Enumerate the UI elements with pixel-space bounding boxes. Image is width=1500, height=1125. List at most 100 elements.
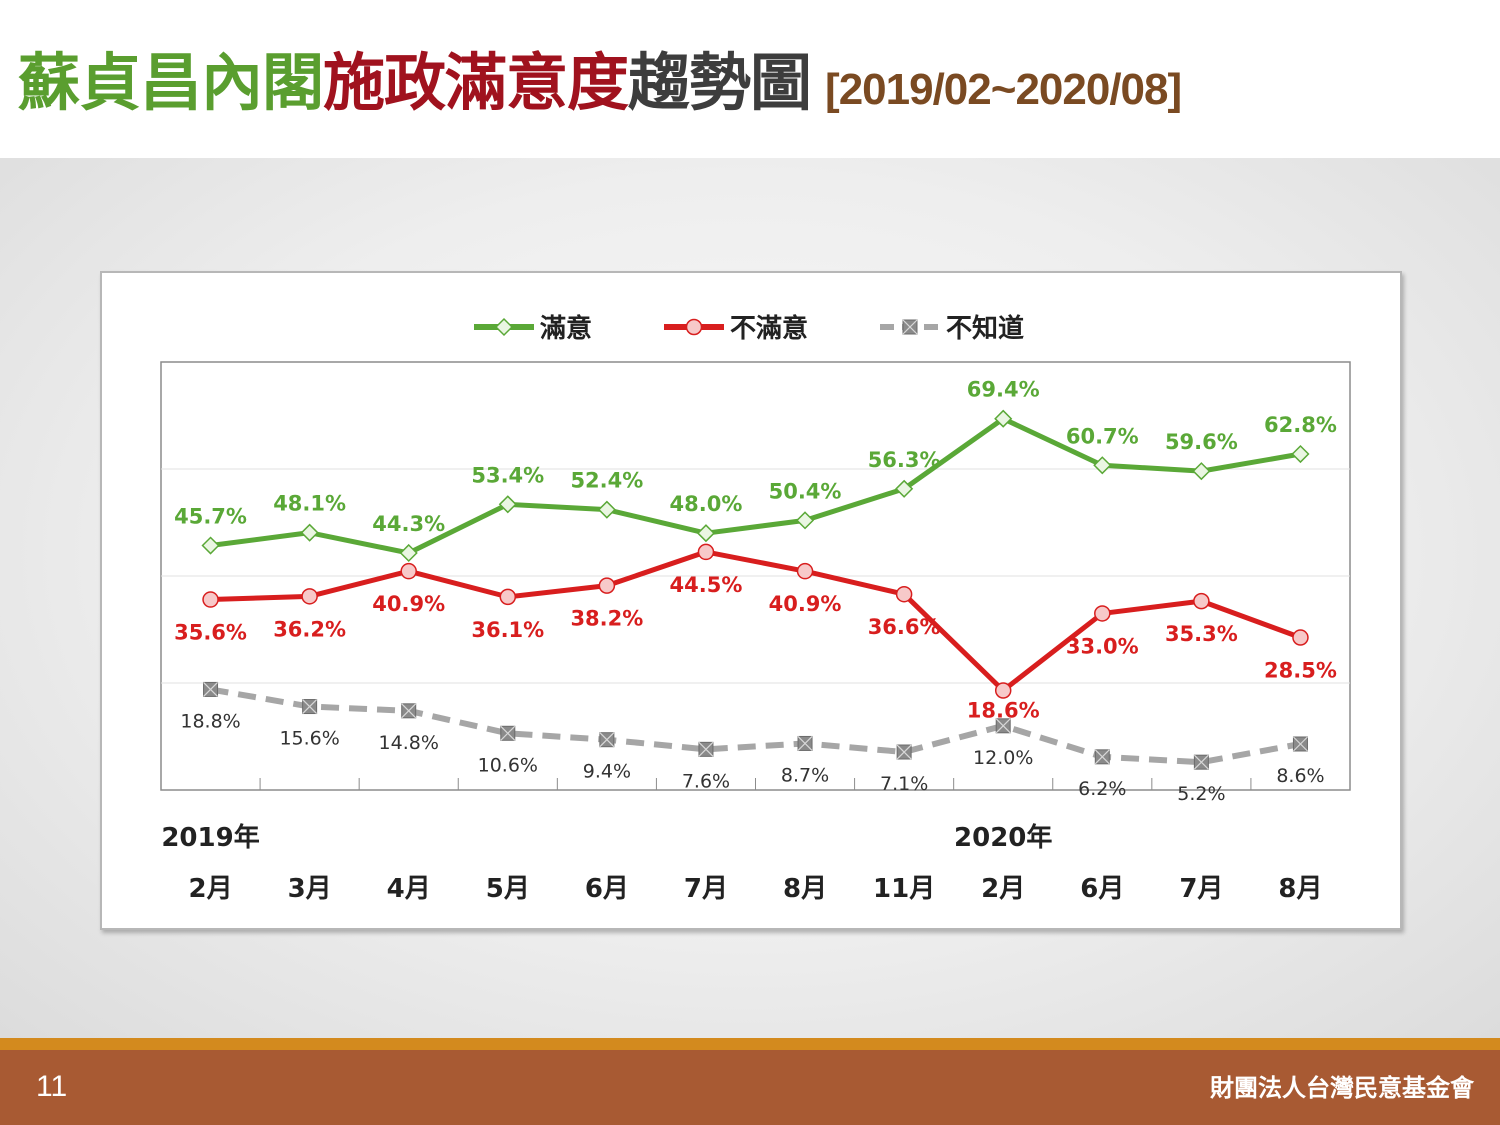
x-tick-label: 7月 (1179, 874, 1223, 904)
line-chart: 滿意 不滿意 不知道 45.7% 48.1% 44.3% 53.4% 52.4% 48.0% 50… (160, 313, 1351, 904)
x-tick-label: 5月 (486, 874, 530, 904)
point-unknown-x2 (401, 703, 417, 719)
title-date-range: [2019/02~2020/08] (825, 65, 1182, 114)
data-label-unknown: 12.0% (973, 747, 1033, 769)
legend-label-dissatisfied: 不滿意 (730, 313, 808, 344)
point-unknown-x2 (896, 744, 912, 760)
point-satisfied (300, 523, 319, 542)
data-label-unknown: 8.7% (781, 764, 829, 786)
legend-marker-unknown-x2 (902, 319, 918, 335)
year-label: 2019年 (161, 822, 259, 853)
legend-label-unknown: 不知道 (946, 313, 1024, 344)
data-label-unknown: 14.8% (379, 732, 439, 754)
point-dissatisfied (994, 682, 1012, 699)
x-tick-label: 11月 (873, 874, 935, 904)
x-tick-label: 4月 (387, 874, 431, 904)
page-title: 蘇貞昌內閣施政滿意度趨勢圖 [2019/02~2020/08] (18, 38, 1182, 128)
data-label-dissatisfied: 38.2% (570, 607, 643, 631)
point-unknown-x2 (1094, 749, 1110, 765)
point-dissatisfied (202, 591, 219, 608)
point-satisfied (1192, 462, 1211, 481)
data-label-dissatisfied: 35.3% (1165, 622, 1238, 646)
x-tick-label: 8月 (783, 874, 827, 904)
x-tick-label: 8月 (1278, 874, 1322, 904)
data-label-dissatisfied: 33.0% (1066, 634, 1139, 658)
point-unknown-x2 (500, 725, 516, 741)
chart-frame: 滿意 不滿意 不知道 45.7% 48.1% 44.3% 53.4% 52.4% 48.0% 50… (100, 271, 1402, 930)
point-dissatisfied (796, 562, 814, 580)
data-label-unknown: 18.8% (180, 710, 240, 732)
x-tick-label: 2月 (188, 874, 232, 904)
legend-marker-dissatisfied (685, 318, 703, 336)
point-dissatisfied (1292, 629, 1309, 646)
point-unknown-x2 (1293, 736, 1308, 752)
data-label-dissatisfied: 40.9% (769, 592, 842, 616)
data-label-satisfied: 53.4% (471, 463, 544, 487)
point-satisfied (498, 495, 517, 514)
point-dissatisfied (697, 543, 715, 561)
point-unknown-x2 (797, 736, 813, 751)
data-label-dissatisfied: 36.6% (868, 615, 941, 639)
x-tick-label: 3月 (288, 874, 332, 904)
data-label-dissatisfied: 35.6% (174, 621, 247, 645)
data-label-satisfied: 48.1% (273, 492, 346, 516)
point-dissatisfied (400, 562, 417, 580)
point-dissatisfied (301, 588, 318, 605)
series-line-dissatisfied (210, 549, 1302, 693)
data-label-satisfied: 48.0% (670, 492, 743, 516)
point-satisfied (795, 511, 815, 530)
data-label-satisfied: 59.6% (1165, 430, 1238, 454)
data-label-satisfied: 62.8% (1264, 413, 1337, 437)
legend-label-satisfied: 滿意 (540, 313, 592, 344)
data-label-unknown: 7.6% (682, 770, 730, 792)
point-dissatisfied (1094, 605, 1111, 622)
data-label-unknown: 5.2% (1177, 783, 1225, 805)
point-satisfied (1093, 456, 1112, 475)
point-unknown-x2 (1193, 754, 1209, 770)
point-unknown-x2 (203, 681, 218, 697)
title-part-cabinet: 蘇貞昌內閣 (18, 46, 324, 119)
x-tick-label: 2月 (981, 874, 1025, 904)
data-label-dissatisfied: 18.6% (967, 698, 1040, 722)
point-satisfied (399, 543, 418, 563)
data-label-satisfied: 45.7% (174, 505, 247, 529)
point-satisfied (1291, 444, 1310, 464)
data-label-unknown: 7.1% (880, 773, 928, 795)
point-unknown-x2 (599, 732, 615, 748)
x-tick-label: 6月 (1080, 874, 1124, 904)
footer-accent-line (0, 1038, 1500, 1050)
data-label-satisfied: 44.3% (372, 512, 445, 536)
data-label-dissatisfied: 36.2% (273, 617, 346, 641)
footer-bar: 11 財團法人台灣民意基金會 (0, 1050, 1500, 1125)
x-tick-label: 7月 (684, 874, 728, 904)
point-satisfied (994, 409, 1013, 428)
year-label: 2020年 (954, 822, 1052, 853)
data-label-dissatisfied: 44.5% (670, 573, 743, 597)
point-satisfied (696, 524, 716, 543)
point-unknown-x2 (995, 718, 1011, 734)
series-line-satisfied (210, 416, 1301, 556)
legend-marker-satisfied (494, 317, 514, 337)
data-label-dissatisfied: 40.9% (372, 592, 445, 616)
data-label-unknown: 15.6% (279, 728, 339, 750)
data-label-unknown: 6.2% (1078, 778, 1126, 800)
point-satisfied (201, 536, 220, 555)
series-line-unknown (210, 686, 1302, 766)
point-dissatisfied (499, 588, 517, 606)
point-dissatisfied (1193, 592, 1210, 610)
data-label-satisfied: 52.4% (570, 469, 643, 493)
data-label-unknown: 9.4% (583, 761, 631, 783)
point-satisfied (895, 479, 914, 498)
data-label-satisfied: 56.3% (868, 448, 941, 472)
point-dissatisfied (895, 585, 913, 603)
point-unknown-x2 (302, 699, 318, 714)
data-label-dissatisfied: 36.1% (471, 618, 544, 642)
data-label-unknown: 10.6% (478, 754, 538, 776)
title-part-trend: 趨勢圖 (628, 46, 812, 119)
data-label-satisfied: 60.7% (1066, 424, 1139, 448)
data-label-dissatisfied: 28.5% (1264, 659, 1337, 683)
data-label-satisfied: 69.4% (967, 378, 1040, 402)
page-number: 11 (36, 1070, 68, 1103)
data-label-satisfied: 50.4% (769, 479, 842, 503)
point-dissatisfied (598, 577, 616, 594)
